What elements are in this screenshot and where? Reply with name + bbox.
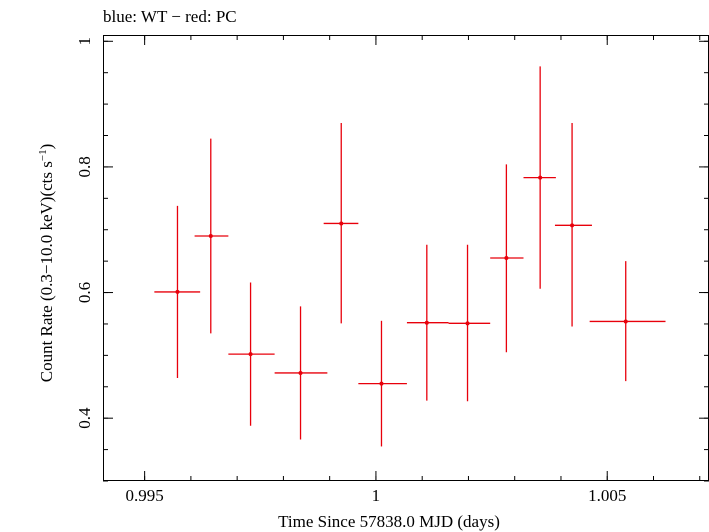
- data-point: [504, 256, 509, 260]
- data-point-group: [274, 306, 328, 440]
- y-tick-labels: 0.4 0.6 0.8 1: [75, 37, 94, 429]
- data-point: [248, 352, 253, 357]
- data-point: [570, 223, 575, 228]
- data-point: [208, 234, 213, 239]
- chart-title: blue: WT − red: PC: [103, 7, 237, 26]
- data-point-group: [194, 138, 229, 334]
- data-point-group: [323, 122, 359, 324]
- x-axis-label: Time Since 57838.0 MJD (days): [278, 512, 500, 531]
- data-point-group: [523, 66, 556, 289]
- data-point-group: [589, 261, 666, 382]
- data-point: [379, 381, 384, 386]
- data-point-group: [490, 164, 524, 353]
- x-tick-label: 0.995: [126, 486, 164, 505]
- data-point: [538, 175, 543, 180]
- y-axis-label: Count Rate (0.3−10.0 keV)(cts s−1): [37, 144, 56, 383]
- axis-ticks: [103, 35, 709, 482]
- data-point-group: [448, 244, 491, 402]
- y-tick-label: 1: [75, 37, 94, 46]
- plot-frame: [103, 35, 709, 481]
- data-series: [154, 66, 666, 447]
- data-point-group: [554, 122, 592, 327]
- x-tick-labels: 0.995 1 1.005: [126, 486, 627, 505]
- data-point: [298, 370, 303, 375]
- data-point: [175, 289, 180, 294]
- y-tick-label: 0.8: [75, 156, 94, 177]
- y-axis-label-close: ): [37, 144, 56, 150]
- y-tick-label: 0.4: [75, 407, 94, 429]
- data-point-group: [154, 205, 201, 378]
- x-tick-label: 1.005: [588, 486, 626, 505]
- data-point: [424, 320, 429, 325]
- x-tick-label: 1: [372, 486, 381, 505]
- y-tick-label: 0.6: [75, 282, 94, 303]
- data-point: [339, 221, 344, 226]
- data-point-group: [358, 320, 407, 447]
- data-point: [465, 321, 470, 326]
- y-axis-label-superscript: −1: [37, 149, 49, 161]
- y-axis-label-main: Count Rate (0.3−10.0 keV)(cts s: [37, 161, 56, 382]
- data-point-group: [228, 282, 275, 426]
- data-point: [623, 319, 628, 324]
- data-point-group: [406, 244, 449, 401]
